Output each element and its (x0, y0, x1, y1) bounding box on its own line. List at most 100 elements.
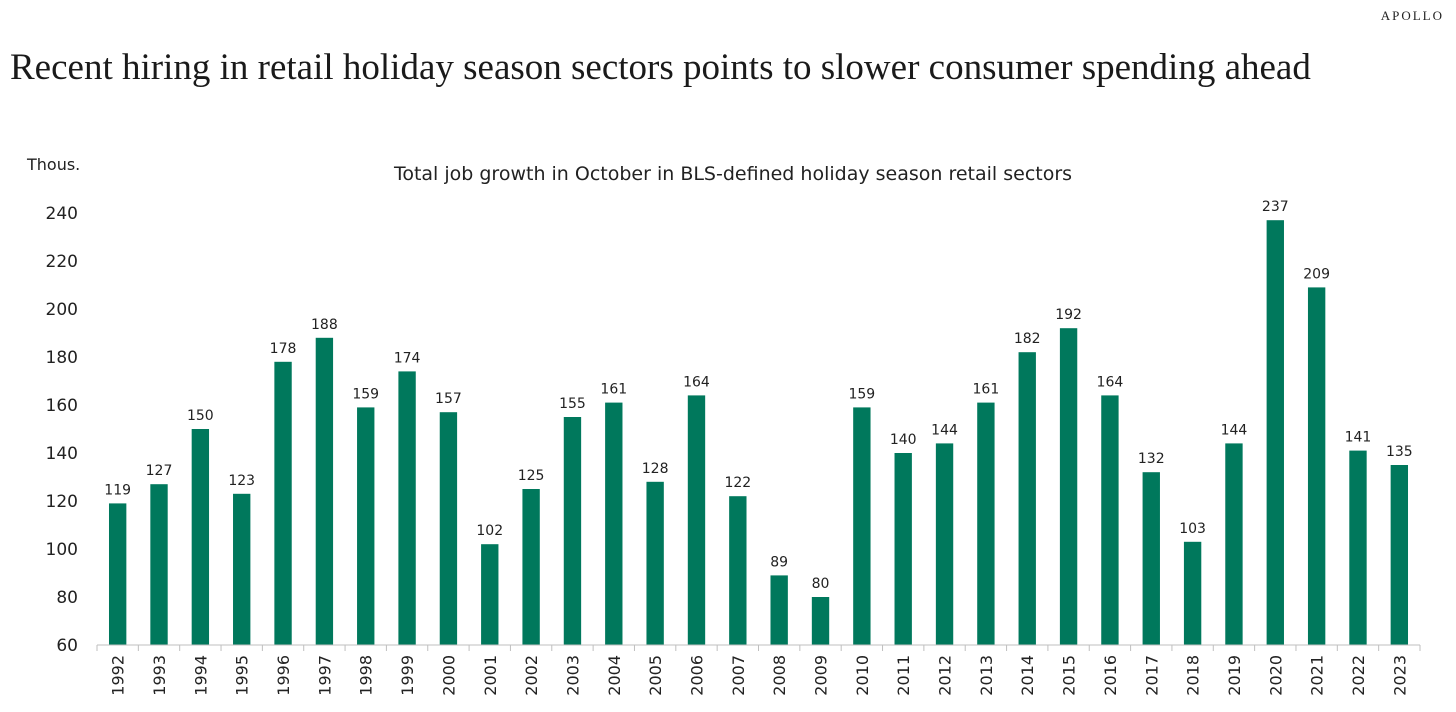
y-tick-label: 100 (46, 540, 78, 560)
x-tick-label: 2012 (936, 655, 955, 696)
bar (563, 417, 582, 645)
data-label: 182 (1014, 331, 1041, 347)
x-tick-label: 1994 (191, 655, 210, 696)
x-tick-label: 1992 (109, 655, 128, 696)
y-tick-label: 200 (46, 300, 78, 320)
x-tick-label: 2021 (1308, 655, 1327, 696)
x-tick-label: 1998 (357, 655, 376, 696)
bar (398, 371, 416, 645)
data-label: 188 (311, 317, 338, 333)
bar (1142, 472, 1160, 645)
y-tick-label: 80 (56, 588, 78, 608)
bar (811, 597, 830, 645)
data-label: 135 (1386, 444, 1413, 460)
x-tick-label: 2004 (605, 655, 624, 696)
data-label: 150 (187, 408, 214, 424)
bar (108, 503, 127, 645)
bar (646, 481, 664, 645)
bar (1183, 541, 1202, 645)
data-label: 161 (600, 382, 627, 398)
x-tick-label: 1993 (150, 655, 169, 696)
y-tick-label: 220 (46, 252, 78, 272)
bar (274, 361, 292, 645)
bar (357, 407, 375, 645)
bar (729, 496, 747, 645)
bar (233, 493, 251, 645)
x-tick-label: 2016 (1101, 655, 1120, 696)
bar (315, 337, 334, 645)
x-tick-label: 2017 (1142, 655, 1161, 696)
bar (522, 489, 540, 645)
x-tick-label: 2011 (894, 655, 913, 696)
y-tick-label: 60 (56, 636, 78, 656)
x-tick-label: 2007 (729, 655, 748, 696)
bar (977, 402, 995, 645)
bar (1059, 328, 1078, 645)
bar (605, 402, 623, 645)
bar (894, 453, 912, 645)
bar (1018, 352, 1036, 645)
x-tick-label: 2020 (1266, 655, 1285, 696)
x-tick-label: 2000 (439, 655, 458, 696)
x-tick-label: 2008 (770, 655, 789, 696)
data-label: 103 (1179, 521, 1206, 537)
y-tick-label: 160 (46, 396, 78, 416)
x-tick-label: 2023 (1390, 655, 1409, 696)
data-label: 80 (812, 576, 830, 592)
x-tick-label: 2002 (522, 655, 541, 696)
data-label: 159 (352, 386, 379, 402)
data-label: 157 (435, 391, 462, 407)
data-label: 164 (683, 374, 710, 390)
data-label: 209 (1303, 266, 1330, 282)
bar (935, 443, 954, 645)
x-tick-label: 2015 (1060, 655, 1079, 696)
x-tick-label: 1995 (233, 655, 252, 696)
data-label: 144 (931, 422, 958, 438)
x-tick-label: 1999 (398, 655, 417, 696)
x-tick-label: 2005 (646, 655, 665, 696)
y-tick-label: 240 (46, 204, 78, 224)
y-axis-unit-label: Thous. (27, 155, 81, 174)
x-tick-label: 2019 (1225, 655, 1244, 696)
bar (1390, 465, 1409, 645)
data-label: 127 (146, 463, 173, 479)
bar (1349, 450, 1367, 645)
data-label: 89 (770, 554, 788, 570)
bar (770, 575, 788, 645)
x-tick-label: 2010 (853, 655, 872, 696)
brand-logo: APOLLO (1380, 8, 1444, 23)
data-label: 164 (1097, 374, 1124, 390)
data-label: 159 (848, 386, 875, 402)
data-label: 132 (1138, 451, 1165, 467)
data-label: 140 (890, 432, 917, 448)
bar (191, 429, 210, 645)
bar (1225, 443, 1243, 645)
data-label: 125 (518, 468, 545, 484)
x-tick-label: 2014 (1018, 655, 1037, 696)
bar (439, 412, 458, 645)
x-tick-label: 2003 (563, 655, 582, 696)
bar (1101, 395, 1119, 645)
bar (150, 484, 168, 645)
data-label: 122 (724, 475, 751, 491)
bar (687, 395, 706, 645)
y-tick-label: 140 (46, 444, 78, 464)
page-headline: Recent hiring in retail holiday season s… (10, 47, 1311, 88)
chart-title: Total job growth in October in BLS-defin… (393, 163, 1073, 185)
x-tick-label: 2022 (1349, 655, 1368, 696)
bar (481, 544, 499, 645)
y-tick-label: 120 (46, 492, 78, 512)
x-tick-label: 1997 (315, 655, 334, 696)
data-label: 128 (642, 461, 669, 477)
x-tick-label: 2009 (812, 655, 831, 696)
bar (853, 407, 871, 645)
data-label: 192 (1055, 307, 1082, 323)
data-label: 102 (476, 523, 503, 539)
data-label: 119 (104, 482, 131, 498)
x-tick-label: 2006 (687, 655, 706, 696)
y-tick-label: 180 (46, 348, 78, 368)
x-tick-label: 2013 (977, 655, 996, 696)
data-label: 123 (228, 473, 255, 489)
data-label: 141 (1345, 430, 1372, 446)
